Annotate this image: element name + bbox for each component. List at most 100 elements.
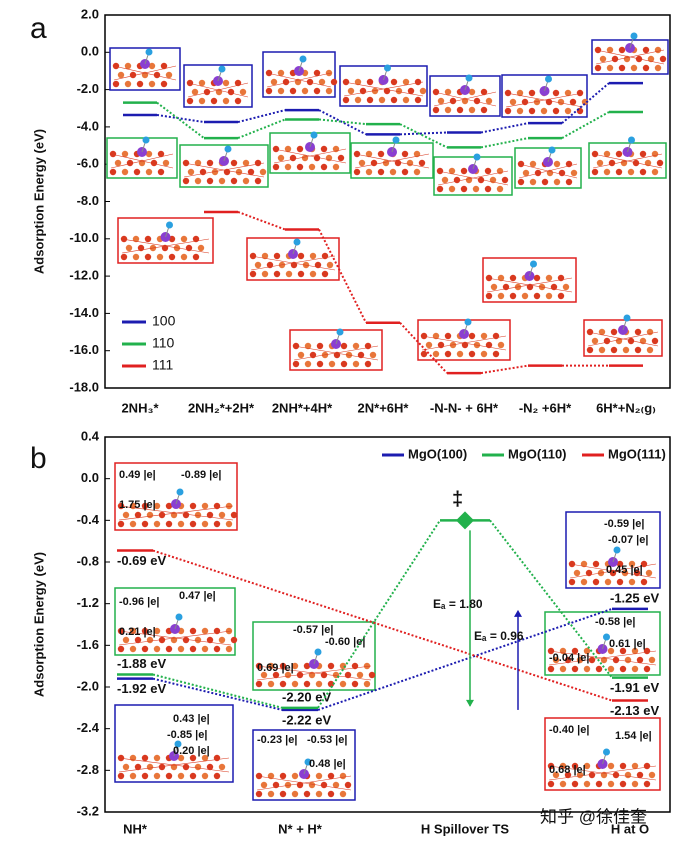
slab-atom (564, 89, 572, 97)
slab-atom (352, 342, 360, 350)
slab-atom (303, 790, 311, 798)
slab-atom (369, 351, 377, 359)
slab-atom (490, 283, 498, 291)
slab-atom (112, 80, 120, 88)
slab-atom (592, 578, 600, 586)
slab-atom (309, 252, 317, 260)
slab-atom (571, 762, 579, 770)
slab-atom (273, 270, 281, 278)
charge-label: 0.47 |e| (179, 590, 216, 602)
slab-atom (206, 511, 214, 519)
slab-atom (206, 763, 214, 771)
legend-label: 111 (152, 357, 173, 373)
slab-atom (394, 159, 402, 167)
slab-atom (165, 772, 173, 780)
slab-atom (378, 96, 386, 104)
slab-atom (297, 270, 305, 278)
slab-atom (277, 154, 285, 162)
slab-atom (308, 781, 316, 789)
slab-bonds (113, 65, 177, 81)
connector (317, 519, 441, 709)
slab-atom (648, 771, 656, 779)
charge-label: 0.45 |e| (606, 564, 643, 576)
slab-atom (646, 346, 654, 354)
slab-atom (559, 780, 567, 788)
slab-atom (557, 98, 565, 106)
connector (489, 519, 613, 679)
slab-atom (337, 154, 345, 162)
y-tick-label: 0.0 (81, 470, 99, 485)
charge-label: 0.21 |e| (119, 626, 156, 638)
slab-atom (432, 88, 440, 96)
slab-atom (651, 150, 659, 158)
slab-atom (480, 88, 488, 96)
slab-atom (201, 754, 209, 762)
slab-bonds (110, 153, 174, 169)
adsorbate-atom (142, 136, 150, 144)
arrow-head (466, 699, 474, 707)
slab-atom (639, 168, 647, 176)
slab-atom (284, 163, 292, 171)
slab-atom (284, 781, 292, 789)
slab-atom (594, 46, 602, 54)
annotation: ‡ (452, 488, 463, 510)
slab-atom (321, 270, 329, 278)
slab-atom (206, 159, 214, 167)
slab-atom (144, 235, 152, 243)
slab-atom (332, 781, 340, 789)
slab-atom (211, 168, 219, 176)
slab-bonds (250, 255, 336, 271)
slab-atom (595, 780, 603, 788)
adsorbate-atom (623, 314, 631, 322)
slab-atom (576, 771, 584, 779)
slab-atom (210, 97, 218, 105)
slab-atom (547, 665, 555, 673)
slab-atom (377, 168, 385, 176)
inset-frame (544, 611, 661, 676)
slab-atom (651, 168, 659, 176)
slab-atom (134, 763, 142, 771)
slab-atom (648, 656, 656, 664)
slab-atom (472, 185, 480, 193)
slab-atom (165, 71, 173, 79)
slab-atom (606, 64, 614, 72)
slab-atom (656, 159, 664, 167)
slab-atom (401, 168, 409, 176)
slab-atom (148, 62, 156, 70)
slab-atom (109, 150, 117, 158)
slab-atom (353, 150, 361, 158)
adsorbate-atom (336, 328, 344, 336)
slab-atom (182, 763, 190, 771)
legend-label: 110 (152, 335, 175, 351)
slab-atom (619, 647, 627, 655)
adsorbate-atom (314, 648, 322, 656)
slab-atom (449, 97, 457, 105)
slab-atom (419, 87, 427, 95)
y-tick-label: -8.0 (77, 193, 99, 208)
slab-atom (480, 106, 488, 114)
inset (117, 217, 214, 264)
slab-atom (496, 185, 504, 193)
slab-atom (533, 292, 541, 300)
slab-atom (580, 560, 588, 568)
annotation: Eₐ = 1.80 (433, 597, 483, 611)
slab-atom (261, 252, 269, 260)
slab-atom (485, 292, 493, 300)
slab-atom (320, 781, 328, 789)
slab-atom (122, 511, 130, 519)
adsorbate-atom (465, 74, 473, 82)
slab-atom (595, 665, 603, 673)
slab-atom (186, 79, 194, 87)
y-tick-label: -10.0 (69, 230, 99, 245)
inset: -0.58 |e| 0.61 |e| -0.04 |e| (544, 611, 661, 676)
inset: 0.43 |e| -0.85 |e| 0.20 |e| (114, 704, 234, 783)
slab-atom (607, 762, 615, 770)
slab-atom (622, 346, 630, 354)
slab-atom (448, 185, 456, 193)
slab-atom (607, 780, 615, 788)
slab-atom (218, 763, 226, 771)
adsorbate-atom (548, 146, 556, 154)
slab-atom (627, 337, 635, 345)
slab-bonds (421, 335, 507, 351)
slab-atom (242, 159, 250, 167)
